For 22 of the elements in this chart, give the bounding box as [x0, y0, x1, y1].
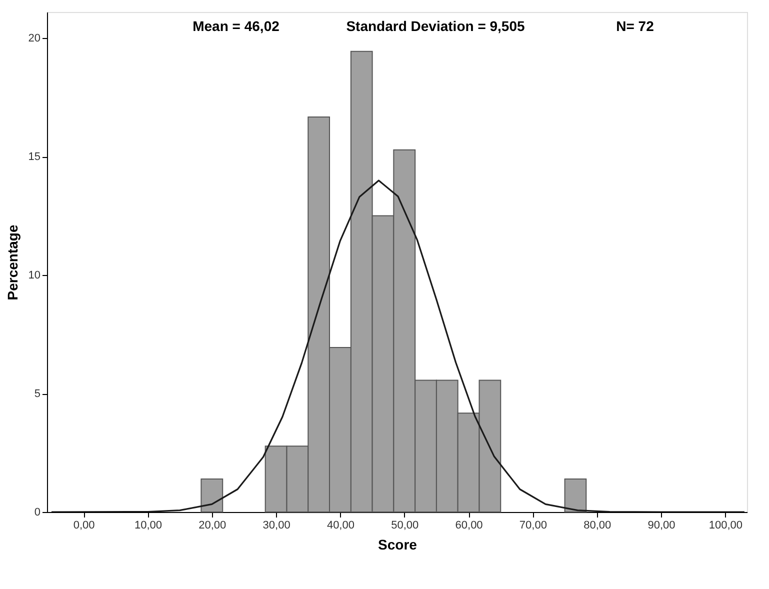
annotation: Mean = 46,02: [192, 18, 280, 34]
y-tick-label: 15: [28, 151, 40, 164]
y-tick-label: 10: [28, 270, 40, 282]
annotation: Standard Deviation = 9,505: [346, 18, 525, 34]
x-tick-label: 90,00: [648, 520, 676, 532]
y-axis-title: Percentage: [4, 224, 20, 300]
x-tick-label: 20,00: [198, 520, 226, 532]
x-tick-label: 60,00: [455, 520, 483, 532]
y-tick-label: 20: [28, 32, 40, 45]
x-tick-label: 30,00: [262, 520, 290, 532]
x-tick-label: 70,00: [519, 520, 547, 532]
y-tick-label: 0: [34, 506, 40, 518]
x-tick-label: 50,00: [391, 520, 419, 532]
x-tick-label: 80,00: [584, 520, 612, 532]
x-tick-label: 100,00: [708, 520, 743, 532]
x-tick-label: 10,00: [134, 520, 162, 532]
x-axis-title: Score: [378, 536, 418, 552]
x-tick-label: 0,00: [73, 520, 95, 532]
x-tick-label: 40,00: [326, 520, 354, 532]
y-tick-label: 5: [34, 388, 40, 400]
annotation: N= 72: [616, 18, 654, 34]
line-series: [50, 180, 746, 512]
